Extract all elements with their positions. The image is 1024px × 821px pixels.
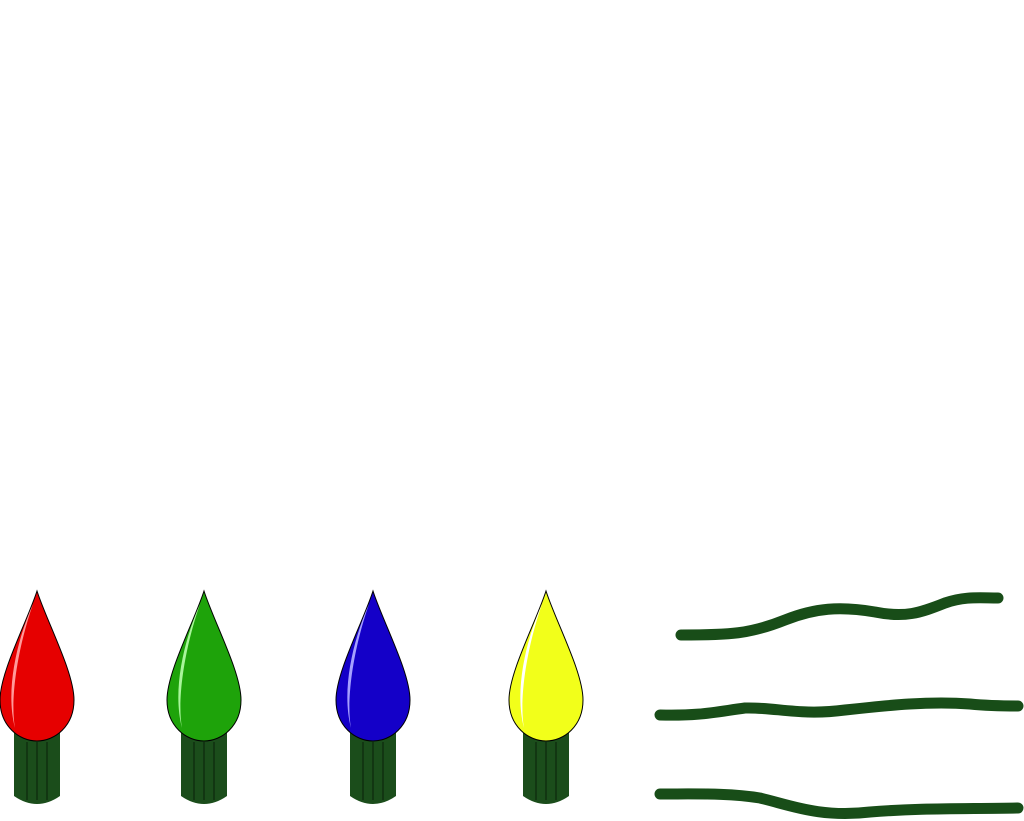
bulbs-group: [0, 589, 584, 804]
green-bulb: [166, 589, 242, 804]
bulb-glass: [166, 589, 242, 742]
wire-top: [675, 592, 1004, 641]
red-bulb: [0, 589, 75, 804]
bulb-glass: [335, 589, 411, 742]
yellow-bulb: [508, 589, 584, 804]
bulb-shine: [347, 604, 369, 728]
wires-group: [654, 592, 1024, 820]
bulb-glass: [508, 589, 584, 742]
blue-bulb: [335, 589, 411, 804]
bulb-glass: [0, 589, 75, 742]
bulb-shine: [178, 604, 200, 728]
bulb-shine: [520, 604, 542, 728]
wire-bottom: [654, 788, 1024, 820]
wire-middle: [654, 697, 1024, 721]
bulb-shine: [11, 604, 33, 728]
